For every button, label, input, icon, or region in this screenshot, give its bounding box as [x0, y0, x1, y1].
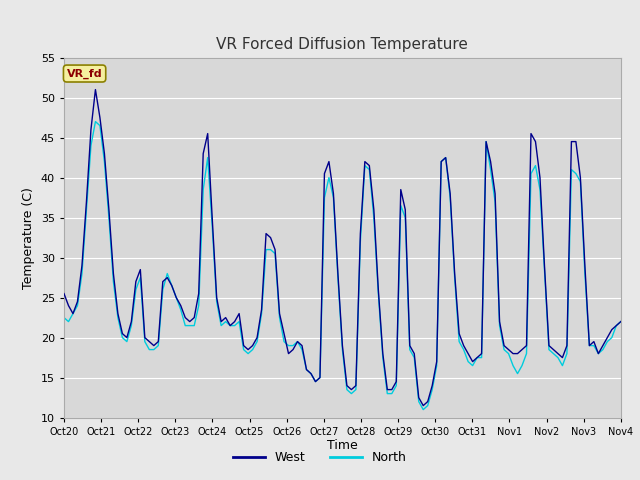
Title: VR Forced Diffusion Temperature: VR Forced Diffusion Temperature [216, 37, 468, 52]
Legend: West, North: West, North [228, 446, 412, 469]
X-axis label: Time: Time [327, 439, 358, 453]
Text: VR_fd: VR_fd [67, 68, 102, 79]
Y-axis label: Temperature (C): Temperature (C) [22, 187, 35, 288]
